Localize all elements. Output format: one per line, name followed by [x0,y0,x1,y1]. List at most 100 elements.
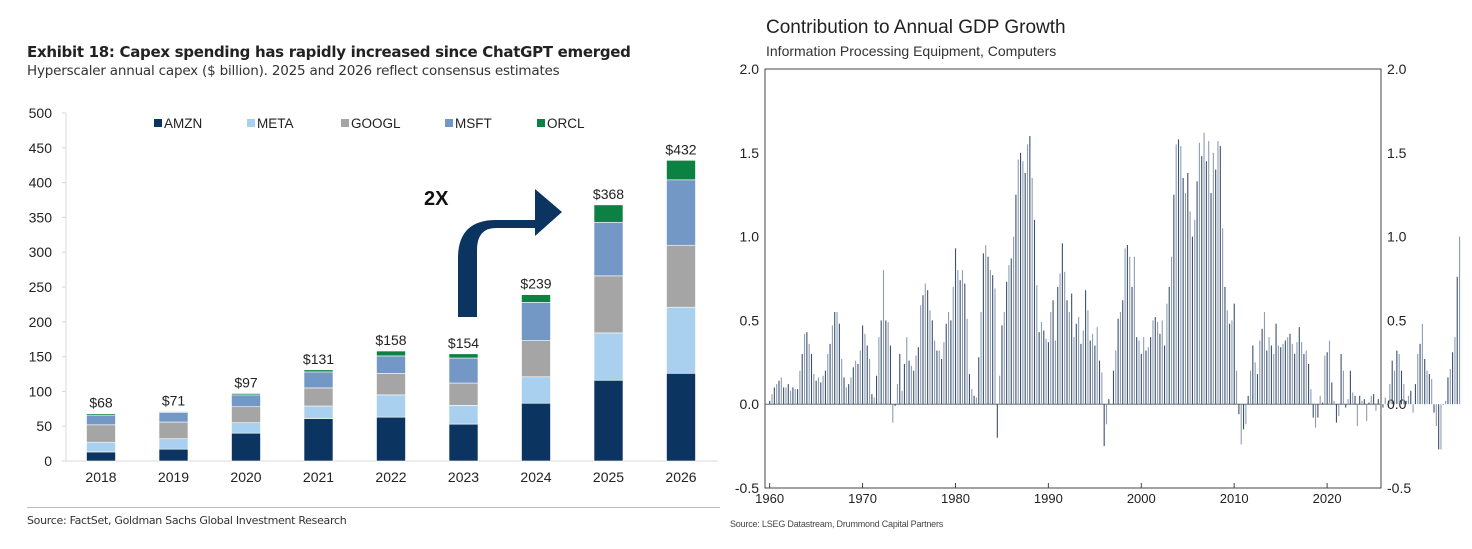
gdp-bar [906,337,908,405]
gdp-bar [783,387,785,405]
gdp-bar [934,340,936,405]
gdp-bar [1038,332,1040,405]
x-tick-label: 2019 [158,469,189,485]
gdp-bar [1117,318,1119,405]
gdp-bar [1387,404,1389,405]
gdp-bar [1294,353,1296,405]
gdp-bar [1407,395,1410,405]
gdp-bar [1022,161,1024,405]
gdp-bar [885,320,887,405]
gdp-bar [1438,404,1440,450]
bar-segment-amzn [521,402,551,462]
bar-segment-googl [86,424,116,443]
gdp-bar [1380,404,1382,416]
gdp-bar [1305,350,1307,405]
gdp-bar [1366,404,1368,421]
legend-swatch-amzn [154,119,162,127]
gdp-bar [1182,177,1184,405]
bar-segment-meta [666,306,696,374]
gdp-bar [1363,399,1365,405]
gdp-bar [1108,399,1110,405]
capex-chart-title: Exhibit 18: Capex spending has rapidly i… [27,43,631,61]
gdp-bar [1242,404,1245,430]
gdp-bar [1240,404,1242,445]
gdp-bar [1136,337,1138,405]
bar-total-label: $239 [520,276,551,292]
gdp-bar [1412,404,1414,413]
gdp-bar [1210,193,1212,405]
bar-segment-amzn [448,423,479,462]
gdp-bar [1347,399,1349,405]
gdp-bar [801,353,803,405]
gdp-bar [1338,404,1340,416]
gdp-bar [968,374,971,405]
gdp-bar [1287,337,1289,405]
gdp-bar [887,322,889,405]
gdp-bar [855,360,857,405]
gdp-bar [857,363,859,405]
gdp-bar [1215,169,1217,405]
gdp-bar [829,343,831,405]
y-tick-label-right: 2.0 [1387,61,1407,77]
gdp-bar [1254,362,1256,405]
gdp-bar [943,342,945,405]
gdp-bar [815,380,817,405]
gdp-bar [1170,256,1173,405]
gdp-bar [1152,320,1154,405]
gdp-bar [862,325,864,405]
gdp-bar [1150,337,1152,405]
legend-swatch-googl [341,119,349,127]
gdp-bar [1045,338,1047,405]
gdp-bar [806,332,808,405]
gdp-bar [1405,400,1407,405]
gdp-bar [1208,141,1210,405]
gdp-bar [936,350,938,405]
gdp-bar [910,365,912,405]
bar-segment-amzn [86,451,116,462]
bar-segment-orcl [593,204,624,223]
gdp-bar [836,312,838,405]
gdp-bar [1075,323,1077,405]
gdp-chart-source: Source: LSEG Datastream, Drummond Capita… [730,519,944,529]
gdp-bar [1031,177,1033,405]
gdp-bar [792,387,794,405]
gdp-bar [1277,345,1279,405]
gdp-bar [1375,404,1377,411]
gdp-bar [1266,350,1268,405]
gdp-bar [1317,404,1319,418]
legend-label-amzn: AMZN [164,116,202,131]
bar-segment-amzn [231,432,261,462]
gdp-bar [938,350,940,405]
legend-swatch-msft [445,119,453,127]
bar-segment-msft [521,302,551,341]
gdp-bar [1301,342,1303,405]
bar-total-label: $68 [89,395,113,411]
y-tick-label-left: 0.5 [740,312,760,328]
gdp-bar [1424,358,1426,405]
gdp-bar [1431,379,1433,405]
gdp-bar [903,363,905,405]
gdp-bar [1433,404,1435,413]
gdp-bar [996,404,998,438]
gdp-bar [1222,228,1224,405]
bar-segment-msft [448,357,479,384]
x-tick-label: 2024 [520,469,551,485]
x-tick-label: 2010 [1220,491,1249,506]
gdp-bar [915,355,917,405]
x-tick-label: 2020 [230,469,261,485]
gdp-bar [1096,327,1098,405]
gdp-bar [1122,300,1124,405]
gdp-bar [1043,330,1045,405]
bar-segment-meta [521,376,551,404]
gdp-bar [924,283,926,405]
gdp-bar [1263,312,1265,405]
gdp-bar [927,290,929,405]
gdp-bar [917,347,919,405]
gdp-bar [1252,345,1254,405]
gdp-bar [843,377,845,405]
capex-stacked-bar-chart: 0 50 100 150 200 250 300 350 400 450 500 $68 2018 $71… [29,105,718,485]
gdp-bar [950,320,952,405]
gdp-bar [1191,236,1193,405]
gdp-bar [859,350,861,405]
bar-segment-msft [666,179,696,246]
